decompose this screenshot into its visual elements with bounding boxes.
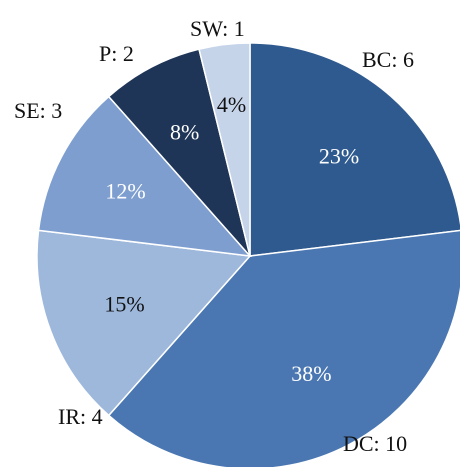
pie-slice-ir [36, 229, 252, 417]
percent-labels: 23% 38% 15% 12% 8% 4% [104, 92, 359, 386]
pie-slice-dc [107, 229, 460, 467]
percent-label-bc: 23% [319, 144, 359, 169]
pie-slice-p [107, 48, 251, 257]
category-label-sw: SW: 1 [190, 16, 245, 41]
percent-label-sw: 4% [217, 92, 246, 117]
pie-slice-se [37, 95, 252, 257]
category-labels: BC: 6 DC: 10 IR: 4 SE: 3 P: 2 SW: 1 [14, 16, 414, 456]
pie-slices [36, 42, 460, 467]
category-label-p: P: 2 [99, 41, 134, 66]
category-label-ir: IR: 4 [58, 404, 103, 429]
percent-label-dc: 38% [291, 361, 331, 386]
category-label-dc: DC: 10 [343, 431, 407, 456]
percent-label-se: 12% [105, 179, 145, 204]
pie-slice-bc [249, 42, 460, 257]
category-label-bc: BC: 6 [362, 47, 414, 72]
percent-label-p: 8% [170, 120, 199, 145]
percent-label-ir: 15% [104, 292, 144, 317]
pie-slice-sw [198, 42, 251, 257]
category-label-se: SE: 3 [14, 98, 62, 123]
